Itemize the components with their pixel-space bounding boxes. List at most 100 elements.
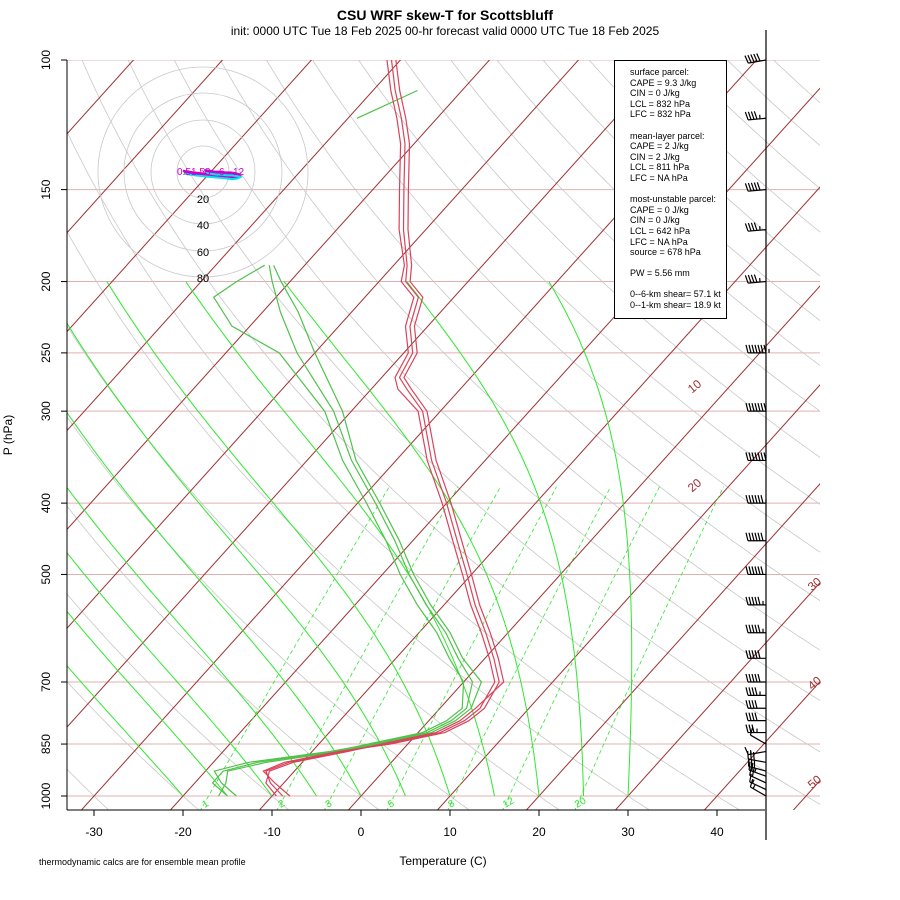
- wind-barb: [745, 624, 766, 634]
- isotherm-60: [881, 44, 900, 812]
- wind-barb-flag: [763, 452, 767, 461]
- wind-barb-flag: [756, 182, 761, 191]
- wind-barb-flag: [760, 532, 764, 541]
- surface-lfc: LFC = 832 hPa: [630, 109, 691, 120]
- isotherm-0: [347, 285, 820, 810]
- hodograph-ring: [150, 119, 256, 225]
- mixing-ratio-8: [447, 486, 612, 810]
- x-tick-label: -30: [85, 825, 103, 839]
- wind-barb: [745, 403, 767, 412]
- wind-barb-flag: [751, 452, 755, 461]
- dry-adiabat-90: [265, 60, 820, 602]
- p-tick-label: 700: [39, 672, 53, 692]
- x-tick-label: 40: [710, 825, 724, 839]
- most-unstable-header: most-unstable parcel:: [630, 194, 717, 205]
- p-tick-label: 200: [39, 271, 53, 291]
- wind-barb-flag: [745, 344, 749, 354]
- wind-barb-flag: [751, 687, 755, 696]
- dry-adiabat-0: [67, 505, 380, 810]
- wind-barb-flag: [753, 111, 758, 120]
- wind-barb: [749, 726, 767, 745]
- dry-adiabat-30: [67, 230, 651, 810]
- wind-barb-flag: [744, 275, 749, 284]
- wind-barb-flag: [745, 566, 749, 575]
- wind-barb: [749, 767, 767, 784]
- wind-barb: [744, 222, 767, 232]
- x-tick-label: 30: [621, 825, 635, 839]
- isotherm-label-40: 40: [805, 673, 824, 693]
- moist-adiabat-30: [548, 281, 633, 797]
- dry-adiabat-210: [819, 60, 820, 61]
- wind-barb-flag: [745, 700, 749, 709]
- wind-barb-flag: [744, 223, 749, 232]
- x-axis-label: Temperature (C): [399, 854, 487, 868]
- wind-barb-flag: [744, 183, 749, 192]
- wind-barb-half: [751, 779, 755, 784]
- mean-layer-lcl: LCL = 811 hPa: [630, 162, 690, 173]
- surface-cin: CIN = 0 J/kg: [630, 88, 680, 99]
- wind-barb-flag: [745, 624, 749, 633]
- wind-barb-flag: [745, 403, 749, 412]
- wind-barb-flag: [749, 773, 752, 783]
- p-tick-label: 400: [39, 493, 53, 513]
- most-unstable-cape: CAPE = 0 J/kg: [630, 204, 689, 215]
- wind-barb-flag: [754, 596, 758, 606]
- wind-barb-flag: [749, 767, 752, 776]
- wind-barb-flag: [750, 111, 755, 120]
- dry-adiabat-40: [67, 130, 741, 810]
- wind-barb-flag: [744, 55, 749, 64]
- wind-barb-flag: [748, 650, 752, 659]
- wind-barb-flag: [757, 403, 761, 412]
- most-unstable-source: source = 678 hPa: [630, 247, 701, 258]
- wind-barb-flag: [748, 452, 752, 461]
- wind-barb-flag: [760, 344, 764, 354]
- wind-barb-flag: [754, 344, 758, 354]
- wind-barb-flag: [751, 596, 755, 606]
- wind-barb-flag: [751, 650, 755, 659]
- wind-barb-flag: [748, 712, 752, 721]
- shear-0-6km: 0--6-km shear= 57.1 kt: [630, 289, 721, 300]
- isotherm-30: [614, 581, 820, 810]
- shear-0-1km: 0--1-km shear= 18.9 kt: [630, 300, 721, 311]
- wind-barb: [745, 494, 767, 504]
- chart-subtitle: init: 0000 UTC Tue 18 Feb 2025 00-hr for…: [230, 24, 660, 38]
- wind-barb-flag: [751, 494, 755, 504]
- dewpoint-line-2: [218, 264, 483, 797]
- moist-adiabats: [67, 281, 633, 797]
- wind-barb-flag: [754, 624, 758, 633]
- wind-barb-flag: [760, 403, 764, 412]
- mixing-ratio-5: [386, 486, 557, 810]
- footnote: thermodynamic calcs are for ensemble mea…: [39, 857, 246, 867]
- isotherm-50: [792, 779, 820, 810]
- wind-barb-flag: [757, 596, 761, 606]
- p-tick-label: 150: [39, 179, 53, 199]
- wind-barb-staff: [750, 734, 767, 745]
- wind-barb: [744, 746, 767, 756]
- temperature-profiles: [262, 60, 505, 797]
- wind-barb-flag: [748, 532, 752, 541]
- wind-barb-flag: [751, 624, 755, 633]
- surface-parcel-header: surface parcel:: [630, 67, 690, 77]
- wind-barb-flag: [748, 687, 752, 696]
- wind-barb-flag: [754, 650, 758, 659]
- p-tick-label: 300: [39, 401, 53, 421]
- wind-barb-flag: [745, 650, 749, 659]
- mean-layer-cape: CAPE = 2 J/kg: [630, 141, 689, 152]
- wind-barb-flag: [747, 54, 752, 63]
- temperature-line-0: [262, 60, 500, 797]
- moist-adiabat--15: [67, 610, 228, 797]
- mixing-ratio-label: 2: [277, 798, 288, 811]
- wind-barb-flag: [745, 494, 749, 504]
- x-tick-label: -10: [263, 825, 281, 839]
- moist-adiabat--10: [67, 552, 273, 797]
- isotherm-label-30: 30: [805, 574, 824, 594]
- wind-barb: [745, 712, 766, 722]
- wind-barb-flag: [754, 712, 758, 721]
- moist-adiabat-5: [67, 322, 406, 797]
- mean-layer-cin: CIN = 2 J/kg: [630, 151, 680, 162]
- moist-adiabat--20: [67, 665, 184, 797]
- wind-barb-flag: [750, 182, 755, 191]
- dry-adiabat--10: [67, 593, 290, 810]
- dry-adiabat-80: [219, 60, 820, 651]
